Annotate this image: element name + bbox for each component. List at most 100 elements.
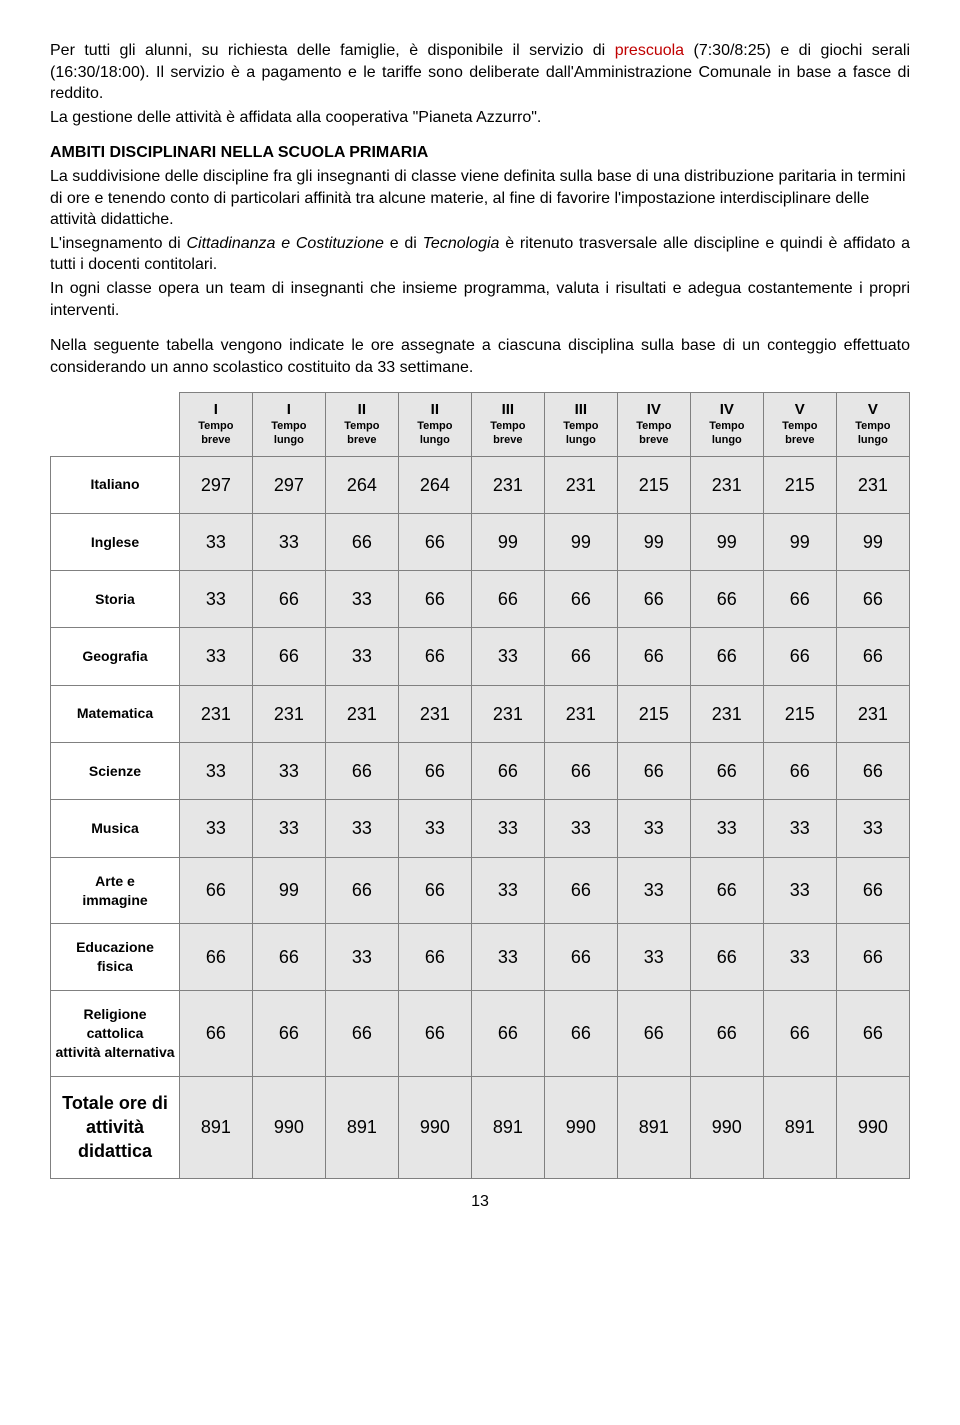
table-cell: 33	[180, 571, 253, 628]
row-label: Storia	[51, 571, 180, 628]
table-cell: 66	[398, 513, 471, 570]
table-header-cell: IITempo lungo	[398, 393, 471, 456]
table-cell: 99	[617, 513, 690, 570]
table-cell: 66	[544, 743, 617, 800]
table-cell: 66	[398, 991, 471, 1077]
table-cell: 99	[471, 513, 544, 570]
table-cell: 33	[617, 924, 690, 991]
table-header-cell: VTempo breve	[763, 393, 836, 456]
table-cell: 33	[617, 800, 690, 857]
table-cell: 66	[544, 571, 617, 628]
table-cell: 297	[252, 456, 325, 513]
table-cell: 66	[398, 571, 471, 628]
table-cell: 33	[180, 513, 253, 570]
table-cell: 33	[325, 924, 398, 991]
row-label: Matematica	[51, 685, 180, 742]
table-corner	[51, 393, 180, 456]
table-row: Religionecattolicaattività alternativa66…	[51, 991, 910, 1077]
table-cell: 66	[252, 924, 325, 991]
table-cell: 33	[836, 800, 909, 857]
table-cell: 66	[617, 628, 690, 685]
table-cell: 33	[252, 743, 325, 800]
table-cell: 66	[180, 991, 253, 1077]
table-cell: 264	[325, 456, 398, 513]
table-cell: 891	[471, 1076, 544, 1178]
table-cell: 297	[180, 456, 253, 513]
table-cell: 215	[617, 456, 690, 513]
table-cell: 66	[763, 628, 836, 685]
table-cell: 231	[252, 685, 325, 742]
table-cell: 33	[180, 743, 253, 800]
section-p2: L'insegnamento di Cittadinanza e Costitu…	[50, 233, 910, 276]
table-cell: 66	[836, 991, 909, 1077]
table-cell: 66	[398, 628, 471, 685]
table-cell: 66	[617, 571, 690, 628]
table-cell: 215	[763, 456, 836, 513]
table-cell: 66	[398, 743, 471, 800]
table-cell: 33	[690, 800, 763, 857]
table-cell: 231	[544, 456, 617, 513]
table-row: Totale ore diattività didattica891990891…	[51, 1076, 910, 1178]
table-cell: 33	[763, 800, 836, 857]
table-cell: 66	[471, 571, 544, 628]
table-cell: 99	[763, 513, 836, 570]
table-cell: 66	[398, 857, 471, 924]
table-row: Inglese33336666999999999999	[51, 513, 910, 570]
table-cell: 990	[544, 1076, 617, 1178]
row-label: Inglese	[51, 513, 180, 570]
intro-p1a: Per tutti gli alunni, su richiesta delle…	[50, 42, 615, 59]
row-label: Musica	[51, 800, 180, 857]
table-cell: 33	[471, 800, 544, 857]
table-cell: 66	[763, 743, 836, 800]
table-cell: 33	[471, 857, 544, 924]
table-cell: 66	[690, 628, 763, 685]
table-cell: 891	[763, 1076, 836, 1178]
table-cell: 66	[690, 571, 763, 628]
table-header-cell: IVTempo breve	[617, 393, 690, 456]
table-cell: 33	[471, 628, 544, 685]
table-cell: 215	[763, 685, 836, 742]
table-cell: 33	[617, 857, 690, 924]
table-cell: 66	[690, 924, 763, 991]
table-cell: 66	[690, 857, 763, 924]
table-cell: 66	[690, 743, 763, 800]
intro-paragraph-1: Per tutti gli alunni, su richiesta delle…	[50, 40, 910, 105]
section-title: AMBITI DISCIPLINARI NELLA SCUOLA PRIMARI…	[50, 142, 910, 164]
table-cell: 990	[252, 1076, 325, 1178]
hours-table: ITempo breveITempo lungoIITempo breveIIT…	[50, 392, 910, 1178]
table-row: Matematica231231231231231231215231215231	[51, 685, 910, 742]
table-header-cell: IVTempo lungo	[690, 393, 763, 456]
table-cell: 231	[325, 685, 398, 742]
table-cell: 66	[763, 991, 836, 1077]
table-header-cell: VTempo lungo	[836, 393, 909, 456]
table-cell: 66	[252, 628, 325, 685]
table-cell: 66	[836, 628, 909, 685]
table-row: Italiano297297264264231231215231215231	[51, 456, 910, 513]
table-cell: 215	[617, 685, 690, 742]
table-cell: 231	[471, 456, 544, 513]
row-label: Educazionefisica	[51, 924, 180, 991]
table-cell: 99	[544, 513, 617, 570]
section-p4: Nella seguente tabella vengono indicate …	[50, 335, 910, 378]
row-label: Italiano	[51, 456, 180, 513]
table-cell: 99	[836, 513, 909, 570]
table-header-cell: IITempo breve	[325, 393, 398, 456]
table-cell: 33	[763, 924, 836, 991]
table-row: Storia33663366666666666666	[51, 571, 910, 628]
table-cell: 66	[836, 857, 909, 924]
table-cell: 990	[690, 1076, 763, 1178]
row-label: Scienze	[51, 743, 180, 800]
table-cell: 33	[325, 571, 398, 628]
table-cell: 231	[544, 685, 617, 742]
table-cell: 99	[252, 857, 325, 924]
row-label: Religionecattolicaattività alternativa	[51, 991, 180, 1077]
table-cell: 66	[398, 924, 471, 991]
row-label: Arte eimmagine	[51, 857, 180, 924]
section-p3: In ogni classe opera un team di insegnan…	[50, 278, 910, 321]
table-cell: 66	[836, 924, 909, 991]
table-header-cell: IIITempo breve	[471, 393, 544, 456]
table-cell: 891	[180, 1076, 253, 1178]
table-cell: 66	[180, 924, 253, 991]
table-cell: 33	[252, 513, 325, 570]
section-p1: La suddivisione delle discipline fra gli…	[50, 168, 906, 228]
